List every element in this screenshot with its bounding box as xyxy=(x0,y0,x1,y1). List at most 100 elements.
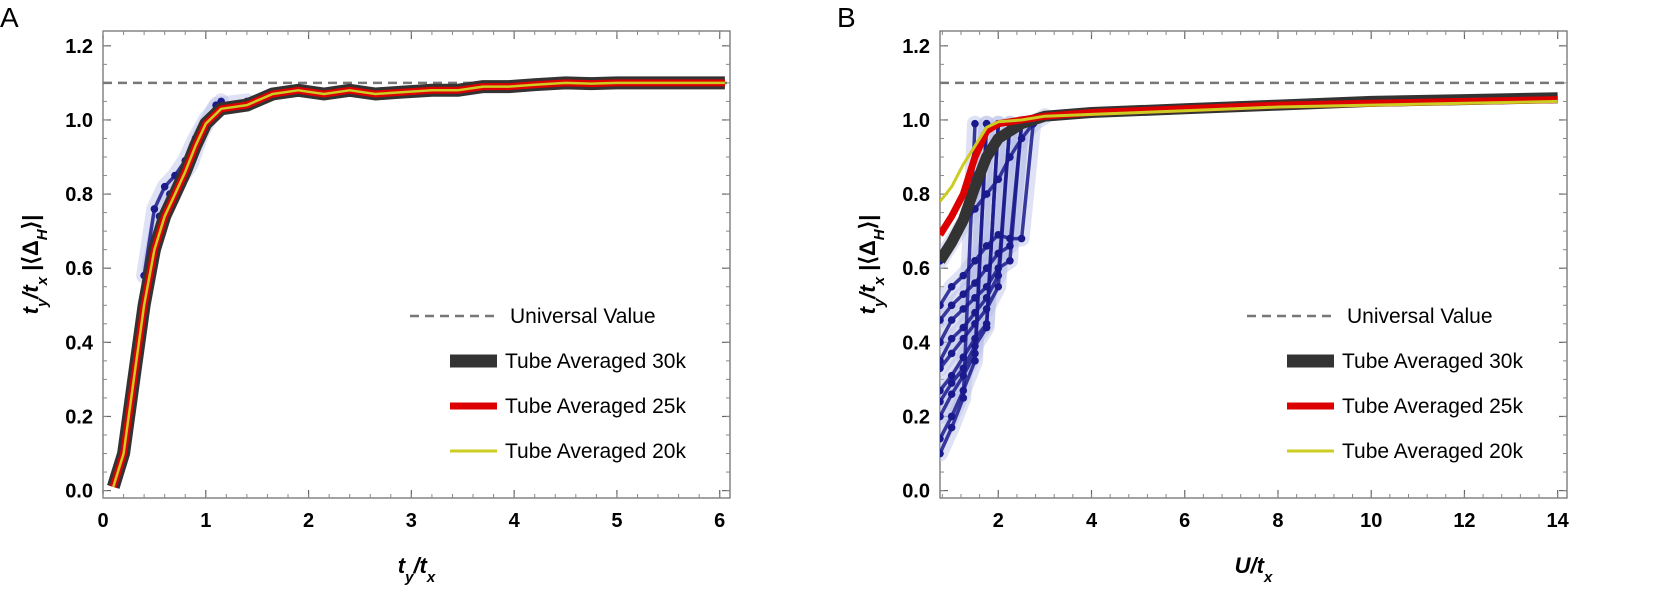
y-tick-label: 0.4 xyxy=(65,332,94,354)
y-tick-label: 0.8 xyxy=(65,184,93,206)
raw-point xyxy=(940,357,944,365)
y-tick-label: 0.6 xyxy=(65,258,93,280)
legend-label: Tube Averaged 30k xyxy=(1342,350,1523,373)
x-tick-label: 8 xyxy=(1272,510,1283,532)
legend-label: Tube Averaged 20k xyxy=(505,440,686,463)
raw-point xyxy=(959,371,968,380)
y-tick-label: 0.8 xyxy=(902,184,930,206)
raw-point xyxy=(994,264,1003,273)
legend-label: Universal Value xyxy=(1347,305,1493,328)
raw-point xyxy=(150,205,159,213)
raw-point xyxy=(1006,234,1014,243)
raw-point xyxy=(947,301,956,310)
raw-point xyxy=(971,256,979,265)
raw-point xyxy=(1017,134,1026,143)
x-tick-label: 6 xyxy=(714,510,725,532)
x-tick-label: 5 xyxy=(611,510,622,532)
raw-point xyxy=(940,386,944,395)
raw-point xyxy=(959,323,968,332)
x-tick-label: 12 xyxy=(1453,510,1475,532)
raw-point xyxy=(971,279,979,287)
raw-point xyxy=(947,316,956,324)
raw-point xyxy=(940,338,944,347)
raw-point xyxy=(971,119,979,128)
raw-point xyxy=(940,397,944,406)
raw-point xyxy=(982,320,991,328)
raw-point xyxy=(959,334,968,343)
raw-point xyxy=(940,316,944,324)
y-axis-label: ty/tx |⟨ΔH⟩| xyxy=(18,215,51,315)
y-tick-label: 0.0 xyxy=(65,481,93,503)
raw-point xyxy=(982,294,991,302)
x-tick-label: 2 xyxy=(993,510,1004,532)
panel-letter: B xyxy=(837,2,856,33)
raw-point xyxy=(959,290,968,298)
panel-B: B 2 4 6 8 10 12 14 0.0 0.2 0.4 0.6 0.8 1.0 1.2 U/tx ty/t… xyxy=(837,2,1570,586)
legend-label: Tube Averaged 20k xyxy=(1342,440,1523,463)
x-tick-label: 14 xyxy=(1547,510,1570,532)
legend-label: Tube Averaged 30k xyxy=(505,350,686,373)
raw-point xyxy=(940,412,944,421)
raw-point xyxy=(1006,242,1014,250)
x-tick-label: 0 xyxy=(97,510,108,532)
plot-area xyxy=(103,76,730,489)
y-tick-label: 0.0 xyxy=(902,481,930,503)
raw-point xyxy=(971,294,979,302)
raw-point xyxy=(947,334,956,343)
x-tick-label: 4 xyxy=(509,510,521,532)
raw-point xyxy=(947,349,956,358)
raw-point xyxy=(971,334,979,343)
y-tick-label: 0.2 xyxy=(65,406,93,428)
x-tick-label: 4 xyxy=(1086,510,1098,532)
raw-point xyxy=(940,364,944,373)
y-axis-label: ty/tx |⟨ΔH⟩| xyxy=(855,215,888,315)
raw-point xyxy=(994,282,1003,291)
raw-point xyxy=(982,242,991,250)
y-tick-label: 1.0 xyxy=(65,110,93,132)
x-tick-label: 3 xyxy=(406,510,417,532)
raw-point xyxy=(940,449,944,458)
series-line-tube-averaged-20k xyxy=(112,81,725,488)
raw-point xyxy=(959,271,968,280)
raw-point xyxy=(1006,153,1014,161)
raw-point xyxy=(982,190,991,198)
raw-point xyxy=(971,308,979,317)
raw-point xyxy=(947,390,956,399)
raw-point xyxy=(971,320,979,328)
raw-point xyxy=(947,371,956,380)
y-tick-label: 0.2 xyxy=(902,406,930,428)
raw-point xyxy=(959,364,968,373)
series-line-tube-averaged-20k xyxy=(940,99,1558,203)
raw-point xyxy=(959,353,968,361)
x-tick-label: 10 xyxy=(1360,510,1382,532)
raw-point xyxy=(940,434,944,443)
plot-area xyxy=(940,81,1567,462)
raw-curve xyxy=(940,123,977,455)
raw-point xyxy=(1006,256,1014,265)
y-tick-label: 1.0 xyxy=(902,110,930,132)
raw-point xyxy=(994,249,1003,258)
y-tick-label: 1.2 xyxy=(65,36,93,58)
raw-point xyxy=(982,264,991,273)
raw-point xyxy=(940,301,944,310)
raw-point xyxy=(959,386,968,395)
plot-frame xyxy=(102,30,731,499)
raw-point xyxy=(982,305,991,313)
x-axis-label: ty/tx xyxy=(398,553,436,586)
raw-point xyxy=(947,282,956,291)
panel-letter: A xyxy=(0,2,19,33)
raw-point xyxy=(959,305,968,313)
legend-label: Universal Value xyxy=(510,305,656,328)
x-tick-label: 1 xyxy=(200,510,211,532)
raw-point xyxy=(994,175,1003,184)
x-tick-label: 6 xyxy=(1179,510,1190,532)
x-tick-label: 2 xyxy=(303,510,314,532)
raw-point xyxy=(947,423,956,432)
raw-point xyxy=(160,182,169,191)
legend-label: Tube Averaged 25k xyxy=(505,395,686,418)
raw-point xyxy=(1017,234,1026,243)
x-axis-label: U/tx xyxy=(1235,553,1273,586)
y-tick-label: 0.4 xyxy=(902,332,931,354)
